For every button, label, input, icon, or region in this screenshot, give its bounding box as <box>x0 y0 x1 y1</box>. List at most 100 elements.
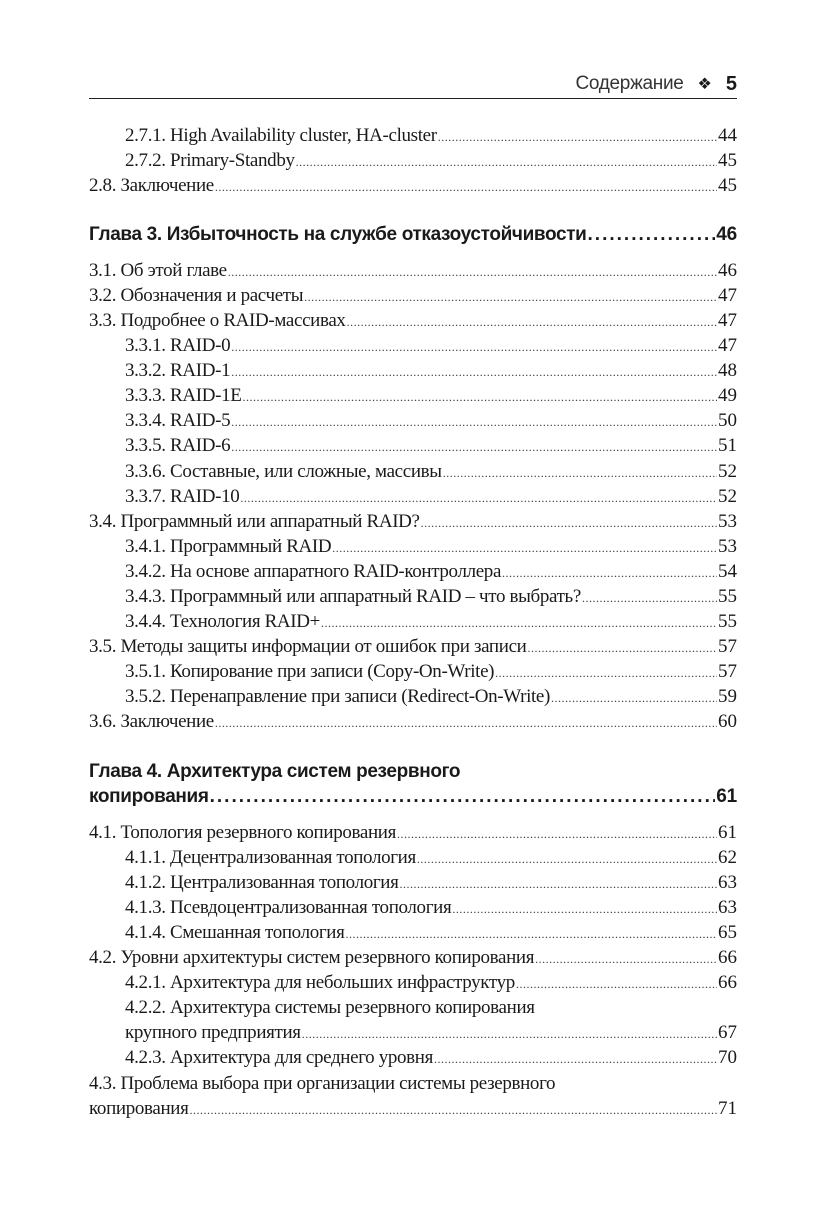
entry-page: 47 <box>718 284 737 306</box>
toc-entry[interactable]: 3.3.6. Составные, или сложные, массивы 52 <box>89 459 737 484</box>
toc-entry[interactable]: 3.5.1. Копирование при записи (Copy-On-W… <box>89 659 737 684</box>
dot-leader <box>231 410 717 435</box>
dot-leader <box>397 822 717 847</box>
dot-leader <box>434 1047 717 1072</box>
chapter-title: Глава 3. Избыточность на службе отказоус… <box>89 224 587 246</box>
entry-title: 3.3.2. RAID-1 <box>125 360 231 382</box>
entry-page: 47 <box>718 309 737 331</box>
toc-entry[interactable]: 3.3.7. RAID-10 52 <box>89 484 737 509</box>
entry-page: 44 <box>718 125 737 146</box>
toc-entry[interactable]: 3.3.1. RAID-0 47 <box>89 333 737 358</box>
toc-entry[interactable]: 3.3.3. RAID-1E 49 <box>89 383 737 408</box>
toc-entry[interactable]: 3.6. Заключение 60 <box>89 709 737 734</box>
dot-leader <box>438 125 717 150</box>
chapter-page: 61 <box>716 786 737 808</box>
dot-leader <box>443 461 717 486</box>
entry-title: 3.3.1. RAID-0 <box>125 335 231 357</box>
toc-entry[interactable]: 2.8. Заключение 45 <box>89 173 737 198</box>
toc-entry[interactable]: 2.7.1. High Availability cluster, HA-clu… <box>89 123 737 148</box>
entry-page: 53 <box>718 510 737 532</box>
toc-entry[interactable]: 3.2. Обозначения и расчеты 47 <box>89 283 737 308</box>
toc-entry-line: 4.2.2. Архитектура системы резервного ко… <box>89 995 737 1020</box>
toc-entry[interactable]: 4.2.1. Архитектура для небольших инфраст… <box>89 970 737 995</box>
toc-entry[interactable]: 3.4.1. Программный RAID 53 <box>89 534 737 559</box>
entry-page: 49 <box>718 385 737 407</box>
entry-title: 3.3.3. RAID-1E <box>125 385 242 407</box>
dot-leader <box>210 784 716 810</box>
toc-entry[interactable]: 3.1. Об этой главе 46 <box>89 258 737 283</box>
table-of-contents: 2.7.1. High Availability cluster, HA-clu… <box>89 123 737 1121</box>
toc-entry[interactable]: 3.5.2. Перенаправление при записи (Redir… <box>89 684 737 709</box>
entry-page: 53 <box>718 535 737 557</box>
entry-title: 4.1.4. Смешанная топология <box>125 921 345 943</box>
toc-entry[interactable]: копирования 71 <box>89 1096 737 1121</box>
toc-entry[interactable]: 4.1.3. Псевдоцентрализованная топология 6… <box>89 895 737 920</box>
entry-title: 3.5. Методы защиты информации от ошибок … <box>89 636 527 658</box>
entry-title: 4.2.3. Архитектура для среднего уровня <box>125 1047 434 1069</box>
dot-leader <box>502 561 717 586</box>
entry-title: 3.1. Об этой главе <box>89 259 227 281</box>
dot-leader <box>215 711 717 736</box>
dot-leader <box>332 536 717 561</box>
entry-page: 66 <box>718 947 737 969</box>
toc-entry[interactable]: 3.3.4. RAID-5 50 <box>89 408 737 433</box>
toc-entry[interactable]: крупного предприятия 67 <box>89 1020 737 1045</box>
toc-entry[interactable]: 3.3.5. RAID-6 51 <box>89 433 737 458</box>
ornament-icon: ❖ <box>697 76 712 93</box>
entry-title: 4.1.3. Псевдоцентрализованная топология <box>125 896 452 918</box>
entry-page: 71 <box>718 1097 737 1119</box>
toc-entry[interactable]: 4.1.4. Смешанная топология 65 <box>89 920 737 945</box>
toc-entry[interactable]: 4.2. Уровни архитектуры систем резервног… <box>89 945 737 970</box>
toc-entry[interactable]: 3.5. Методы защиты информации от ошибок … <box>89 634 737 659</box>
entry-title: 3.5.2. Перенаправление при записи (Redir… <box>125 686 550 708</box>
toc-entry-line: 4.3. Проблема выбора при организации сис… <box>89 1071 737 1096</box>
toc-entry[interactable]: 4.2.3. Архитектура для среднего уровня 70 <box>89 1045 737 1070</box>
dot-leader <box>231 335 717 360</box>
dot-leader <box>495 661 717 686</box>
entry-page: 52 <box>718 485 737 507</box>
running-header: Содержание ❖ 5 <box>89 70 737 99</box>
toc-entry[interactable]: 3.4.2. На основе аппаратного RAID-контро… <box>89 559 737 584</box>
dot-leader <box>231 435 717 460</box>
dot-leader <box>240 486 717 511</box>
entry-title: копирования <box>89 1097 189 1119</box>
entry-page: 57 <box>718 636 737 658</box>
entry-title: 3.5.1. Копирование при записи (Copy-On-W… <box>125 661 495 683</box>
entry-page: 63 <box>718 871 737 893</box>
entry-title: 3.4.1. Программный RAID <box>125 535 332 557</box>
entry-title: 3.4.2. На основе аппаратного RAID-контро… <box>125 560 502 582</box>
entry-title: 4.1.1. Децентрализованная топология <box>125 846 416 868</box>
dot-leader <box>347 310 717 335</box>
entry-page: 55 <box>718 586 737 607</box>
dot-leader <box>242 385 717 410</box>
toc-entry[interactable]: 4.1.2. Централизованная топология 63 <box>89 870 737 895</box>
toc-entry[interactable]: 4.1. Топология резервного копирования 61 <box>89 820 737 845</box>
toc-entry[interactable]: 4.1.1. Децентрализованная топология 62 <box>89 845 737 870</box>
entry-title: 4.2.2. Архитектура системы резервного ко… <box>125 997 535 1019</box>
entry-title: 4.3. Проблема выбора при организации сис… <box>89 1072 556 1094</box>
toc-entry[interactable]: 3.3.2. RAID-1 48 <box>89 358 737 383</box>
toc-entry[interactable]: 3.3. Подробнее о RAID-массивах 47 <box>89 308 737 333</box>
entry-title: 4.1.2. Централизованная топология <box>125 871 399 893</box>
entry-page: 47 <box>718 335 737 357</box>
toc-entry[interactable]: 2.7.2. Primary-Standby 45 <box>89 148 737 173</box>
header-title: Содержание <box>575 73 684 94</box>
entry-title: 3.2. Обозначения и расчеты <box>89 284 304 306</box>
entry-page: 66 <box>718 972 737 994</box>
entry-title: 3.4.3. Программный или аппаратный RAID –… <box>125 586 581 607</box>
entry-title: 3.4.4. Технология RAID+ <box>125 611 321 633</box>
toc-entry[interactable]: 3.4.3. Программный или аппаратный RAID –… <box>89 584 737 609</box>
entry-page: 55 <box>718 611 737 633</box>
toc-block: 2.7.1. High Availability cluster, HA-clu… <box>89 123 737 198</box>
entry-page: 45 <box>718 150 737 172</box>
toc-entry[interactable]: 3.4. Программный или аппаратный RAID? 53 <box>89 509 737 534</box>
entry-page: 62 <box>718 846 737 868</box>
dot-leader <box>400 872 717 897</box>
dot-leader <box>588 222 716 248</box>
entry-title: 4.2.1. Архитектура для небольших инфраст… <box>125 972 515 994</box>
dot-leader <box>304 285 717 310</box>
chapter-page: 46 <box>716 224 737 246</box>
entry-title: 4.2. Уровни архитектуры систем резервног… <box>89 947 535 969</box>
toc-entry[interactable]: 3.4.4. Технология RAID+ 55 <box>89 609 737 634</box>
dot-leader <box>228 260 717 285</box>
